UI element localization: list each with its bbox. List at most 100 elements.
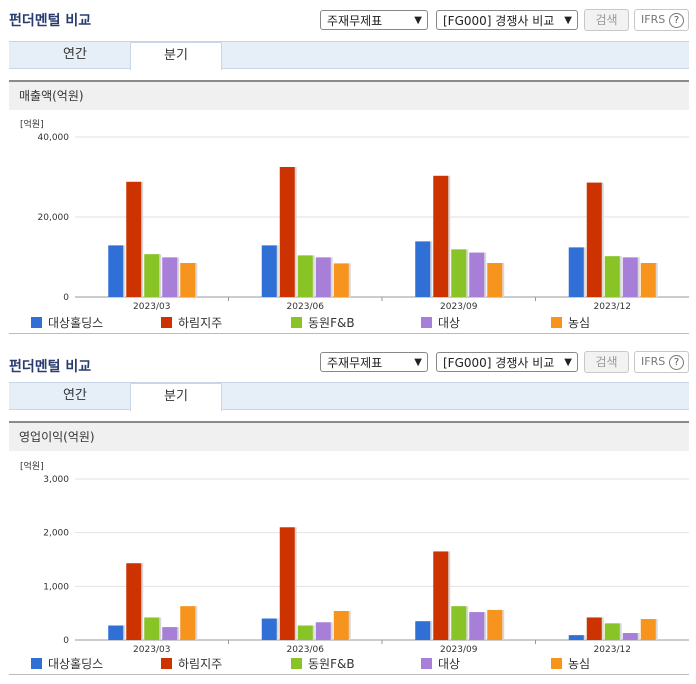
y-tick-label: 0 (63, 636, 69, 646)
legend-item[interactable]: 대상홀딩스 (31, 655, 103, 672)
bar (640, 263, 656, 297)
metric-header: 영업이익(억원) (9, 421, 689, 451)
legend-item[interactable]: 하림지주 (161, 655, 222, 672)
legend-item[interactable]: 하림지주 (161, 314, 222, 331)
legend-label: 동원F&B (308, 316, 355, 330)
statement-select[interactable]: 주재무제표 ▼ (320, 10, 428, 30)
bar (433, 175, 449, 297)
period-tabs: 연간 분기 (9, 41, 689, 70)
legend-item[interactable]: 동원F&B (291, 314, 355, 331)
bar (333, 263, 349, 297)
legend-item[interactable]: 농심 (551, 655, 590, 672)
x-tick-label: 2023/06 (287, 645, 325, 654)
bar (415, 241, 431, 297)
legend-swatch (421, 658, 432, 669)
legend-item[interactable]: 동원F&B (291, 655, 355, 672)
chevron-down-icon: ▼ (414, 357, 422, 368)
legend: 대상홀딩스 하림지주 동원F&B 대상 농심 (9, 652, 689, 675)
statement-select[interactable]: 주재무제표 ▼ (320, 352, 428, 372)
legend-label: 하림지주 (178, 657, 223, 671)
bar (469, 612, 485, 640)
bar (487, 263, 503, 297)
ifrs-label: IFRS (641, 355, 666, 368)
y-tick-label: 20,000 (38, 213, 70, 223)
legend-label: 대상홀딩스 (48, 316, 104, 330)
legend-swatch (291, 317, 302, 328)
bar (297, 255, 313, 297)
bar (469, 252, 485, 297)
legend-item[interactable]: 농심 (551, 314, 590, 331)
y-tick-label: 40,000 (38, 133, 70, 143)
bar (568, 635, 584, 640)
tab-quarterly[interactable]: 분기 (130, 383, 222, 411)
tab-annual[interactable]: 연간 (63, 388, 87, 403)
bar (604, 623, 620, 640)
bar (180, 263, 196, 297)
legend-swatch (291, 658, 302, 669)
x-tick-label: 2023/12 (594, 645, 631, 654)
bar (315, 257, 331, 297)
bar (315, 622, 331, 640)
operating-profit-chart: [억원] 0 1,000 2,000 3,000 2023/03 2023/06 2023/… (20, 460, 689, 654)
search-button[interactable]: 검색 (584, 9, 629, 31)
bar (586, 182, 602, 297)
bar (640, 619, 656, 640)
statement-select-value: 주재무제표 (327, 356, 383, 370)
bar (126, 181, 142, 297)
x-tick-label: 2023/09 (440, 302, 478, 310)
bar (333, 611, 349, 640)
search-button[interactable]: 검색 (584, 351, 629, 373)
metric-header: 매출액(억원) (9, 80, 689, 110)
help-icon[interactable]: ? (669, 13, 684, 28)
fundamental-panel-operating-profit: 펀더멘털 비교 주재무제표 ▼ [FG000] 경쟁사 비교 ▼ 검색 IFRS… (0, 342, 696, 684)
legend-swatch (161, 317, 172, 328)
legend-label: 대상 (438, 657, 461, 671)
bar (162, 627, 178, 640)
tab-quarterly[interactable]: 분기 (130, 42, 222, 70)
ifrs-button[interactable]: IFRS ? (634, 351, 689, 373)
legend-item[interactable]: 대상 (421, 655, 460, 672)
unit-label: [억원] (20, 460, 44, 472)
panel-title: 펀더멘털 비교 (9, 13, 92, 29)
bar (108, 245, 124, 297)
legend-item[interactable]: 대상 (421, 314, 460, 331)
bar (604, 256, 620, 297)
chevron-down-icon: ▼ (564, 15, 572, 26)
bar (487, 609, 503, 640)
legend-swatch (31, 658, 42, 669)
peer-select-value: [FG000] 경쟁사 비교 (443, 14, 555, 28)
legend-label: 농심 (568, 657, 591, 671)
peer-select[interactable]: [FG000] 경쟁사 비교 ▼ (436, 352, 578, 372)
y-tick-label: 3,000 (43, 475, 69, 485)
fundamental-panel-revenue: 펀더멘털 비교 주재무제표 ▼ [FG000] 경쟁사 비교 ▼ 검색 IFRS… (9, 9, 689, 334)
ifrs-button[interactable]: IFRS ? (634, 9, 689, 31)
ifrs-label: IFRS (641, 13, 666, 26)
bar (261, 245, 277, 297)
bar (144, 254, 160, 297)
bar (622, 633, 638, 640)
bar (108, 625, 124, 640)
help-icon[interactable]: ? (669, 355, 684, 370)
bar (162, 257, 178, 297)
revenue-chart: [억원] 0 20,000 40,000 2023/03 2023/06 2023/09 2… (20, 118, 689, 310)
bar (144, 617, 160, 640)
tab-annual[interactable]: 연간 (63, 47, 87, 62)
legend-swatch (551, 658, 562, 669)
bar (180, 606, 196, 640)
bar (126, 563, 142, 640)
peer-select[interactable]: [FG000] 경쟁사 비교 ▼ (436, 10, 578, 30)
peer-select-value: [FG000] 경쟁사 비교 (443, 356, 555, 370)
bar (415, 621, 431, 640)
legend-item[interactable]: 대상홀딩스 (31, 314, 103, 331)
bar (568, 247, 584, 297)
y-tick-label: 0 (63, 293, 69, 303)
legend-swatch (421, 317, 432, 328)
bar (451, 249, 467, 297)
bar (279, 527, 295, 640)
x-tick-label: 2023/09 (440, 645, 478, 654)
chevron-down-icon: ▼ (564, 357, 572, 368)
bar (586, 617, 602, 640)
legend-label: 대상홀딩스 (48, 657, 104, 671)
legend-label: 하림지주 (178, 316, 223, 330)
legend-label: 농심 (568, 316, 591, 330)
